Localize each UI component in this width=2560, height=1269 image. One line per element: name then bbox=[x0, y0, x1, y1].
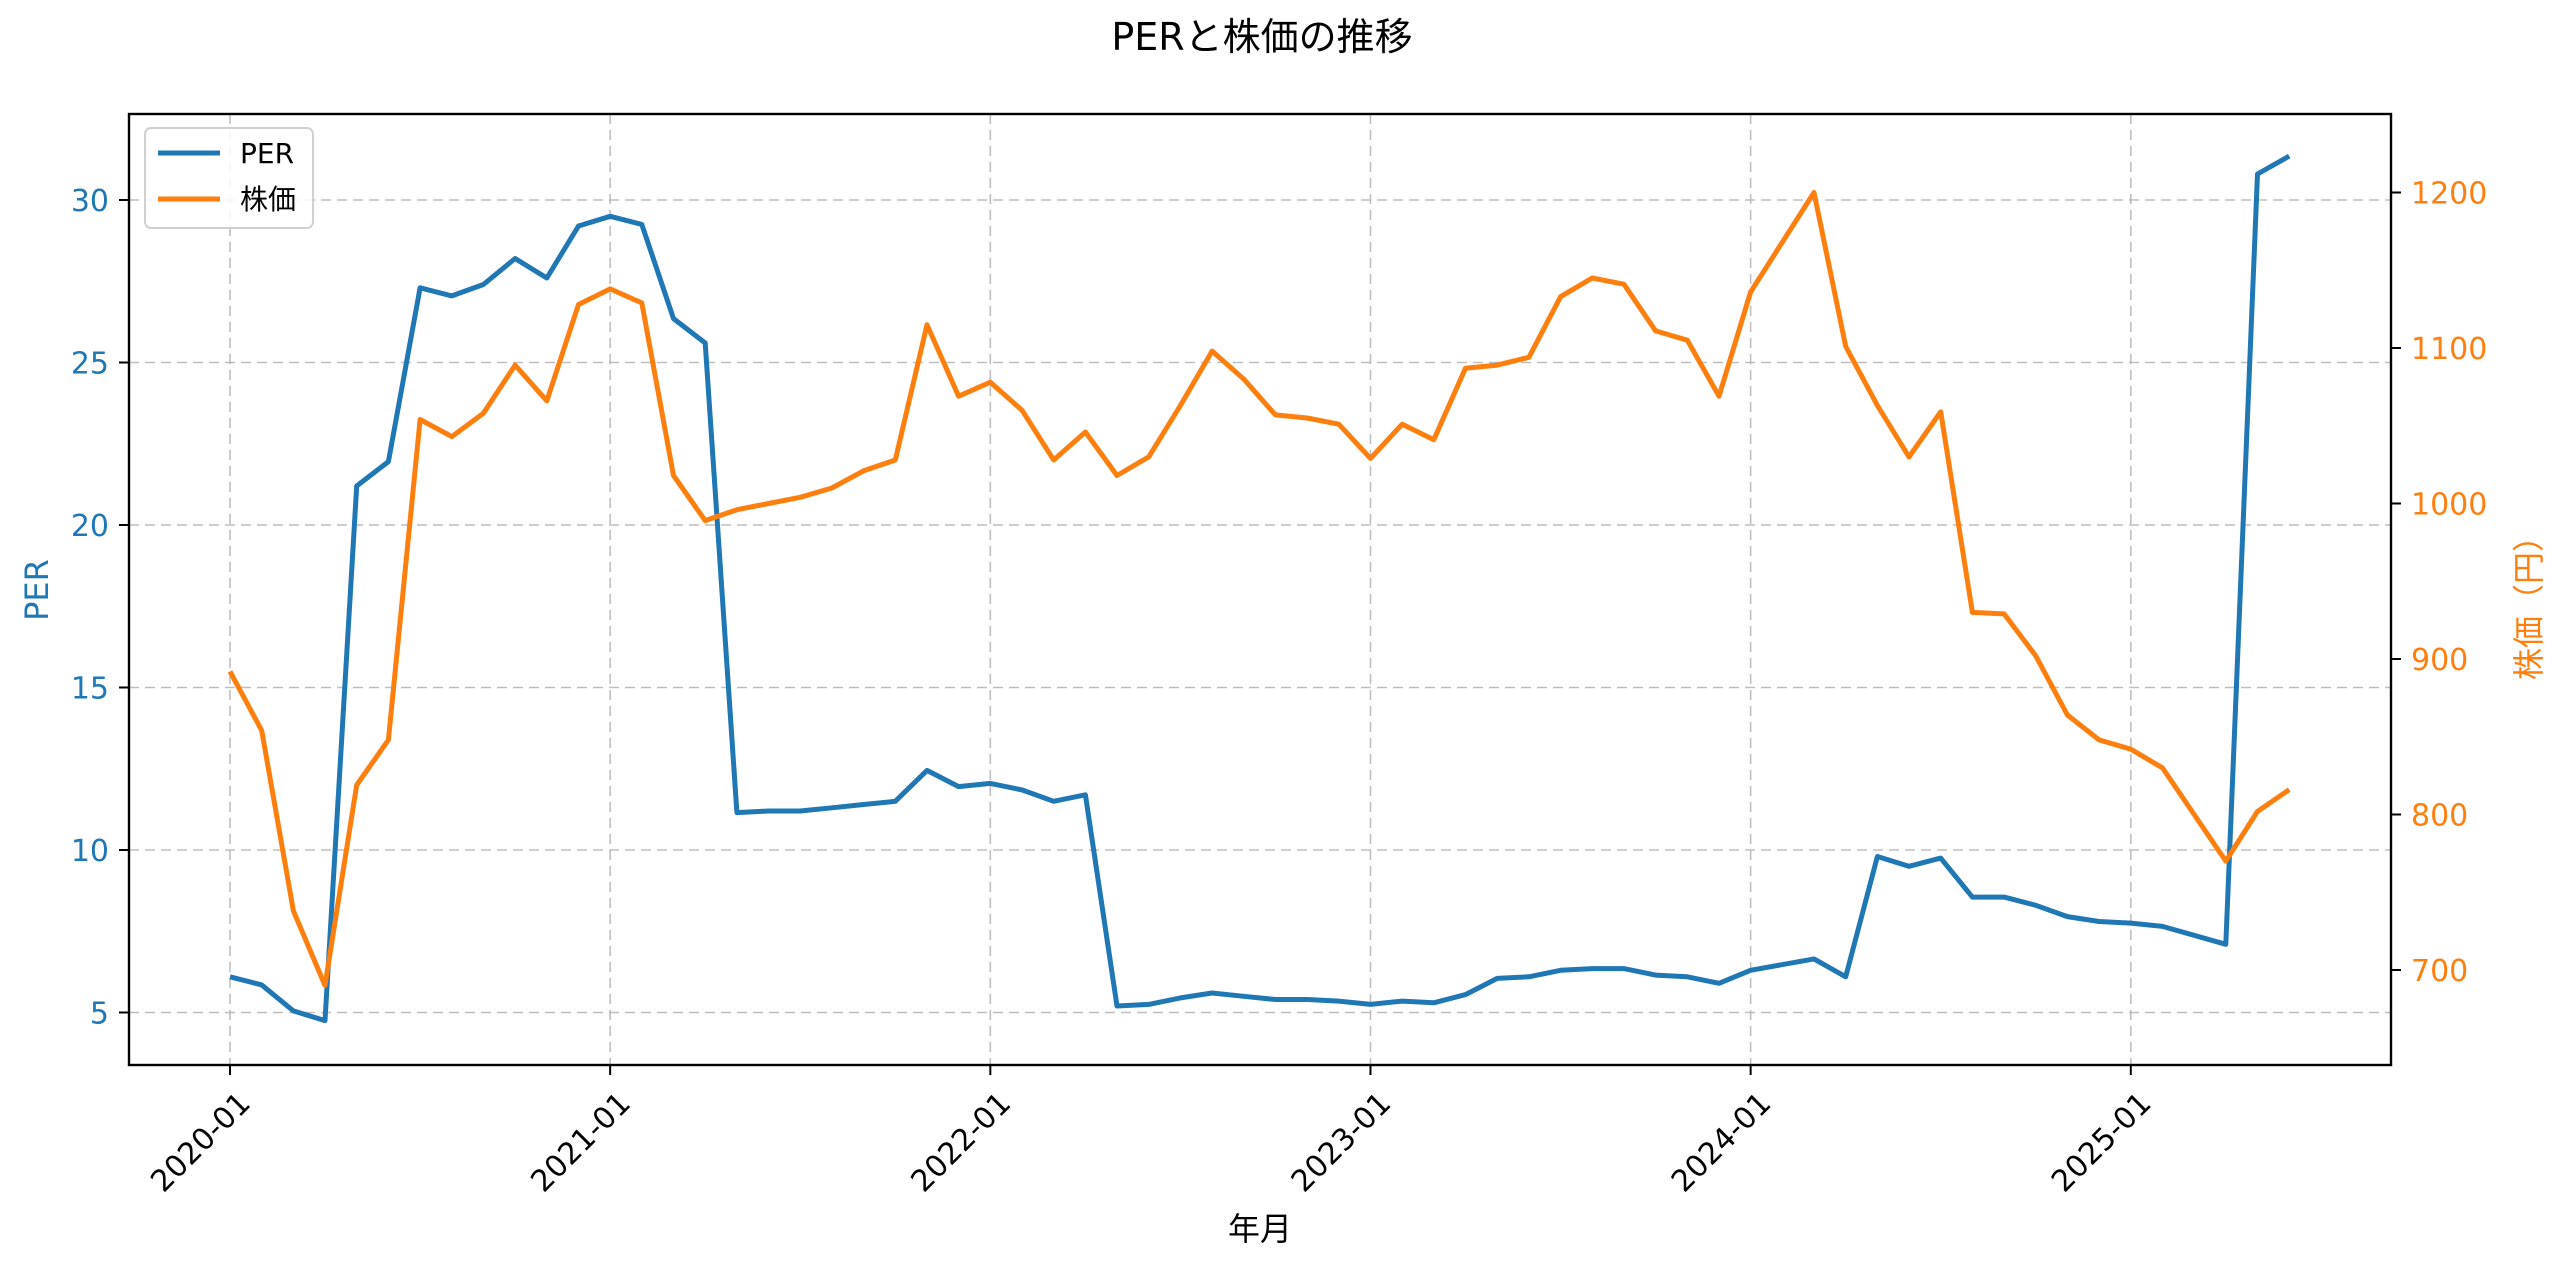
x-tick-label: 2020-01 bbox=[144, 1086, 257, 1199]
y-tick-label-left: 15 bbox=[71, 672, 109, 707]
y-tick-label-right: 1100 bbox=[2411, 332, 2487, 367]
y-axis-label-left: PER bbox=[18, 559, 56, 621]
y-tick-label-right: 1200 bbox=[2411, 177, 2487, 212]
y-tick-label-left: 30 bbox=[71, 184, 109, 219]
y-tick-label-left: 10 bbox=[71, 834, 109, 869]
plot-frame bbox=[127, 112, 2393, 1067]
x-tick-label: 2025-01 bbox=[2045, 1086, 2158, 1199]
per-line bbox=[229, 153, 2291, 1024]
x-axis: 2020-01 2021-01 2022-01 2023-01 2024-01 2025-… bbox=[144, 1065, 2158, 1199]
y-tick-label-left: 20 bbox=[71, 509, 109, 544]
data-series bbox=[227, 153, 2291, 1024]
right-y-axis: 700 800 900 1000 1100 1200 bbox=[2391, 177, 2487, 989]
legend-label-per: PER bbox=[240, 137, 294, 170]
x-tick-label: 2024-01 bbox=[1665, 1086, 1778, 1199]
x-axis-label: 年月 bbox=[1228, 1210, 1292, 1248]
y-tick-label-left: 5 bbox=[90, 997, 109, 1032]
legend: PER 株価 bbox=[144, 127, 314, 229]
x-tick-label: 2022-01 bbox=[905, 1086, 1018, 1199]
y-tick-label-right: 1000 bbox=[2411, 488, 2487, 523]
grid-lines bbox=[129, 114, 2391, 1065]
chart-title: PERと株価の推移 bbox=[1111, 15, 1412, 59]
x-tick-label: 2021-01 bbox=[524, 1086, 637, 1199]
y-tick-label-right: 700 bbox=[2411, 954, 2468, 989]
legend-label-price: 株価 bbox=[240, 183, 296, 216]
y-tick-label-right: 800 bbox=[2411, 799, 2468, 834]
y-tick-label-left: 25 bbox=[71, 347, 109, 382]
price-line bbox=[227, 190, 2291, 988]
x-tick-label: 2023-01 bbox=[1285, 1086, 1398, 1199]
y-axis-label-right: 株価（円） bbox=[2510, 520, 2548, 680]
left-y-axis: 5 10 15 20 25 30 bbox=[71, 184, 129, 1032]
y-tick-label-right: 900 bbox=[2411, 643, 2468, 678]
